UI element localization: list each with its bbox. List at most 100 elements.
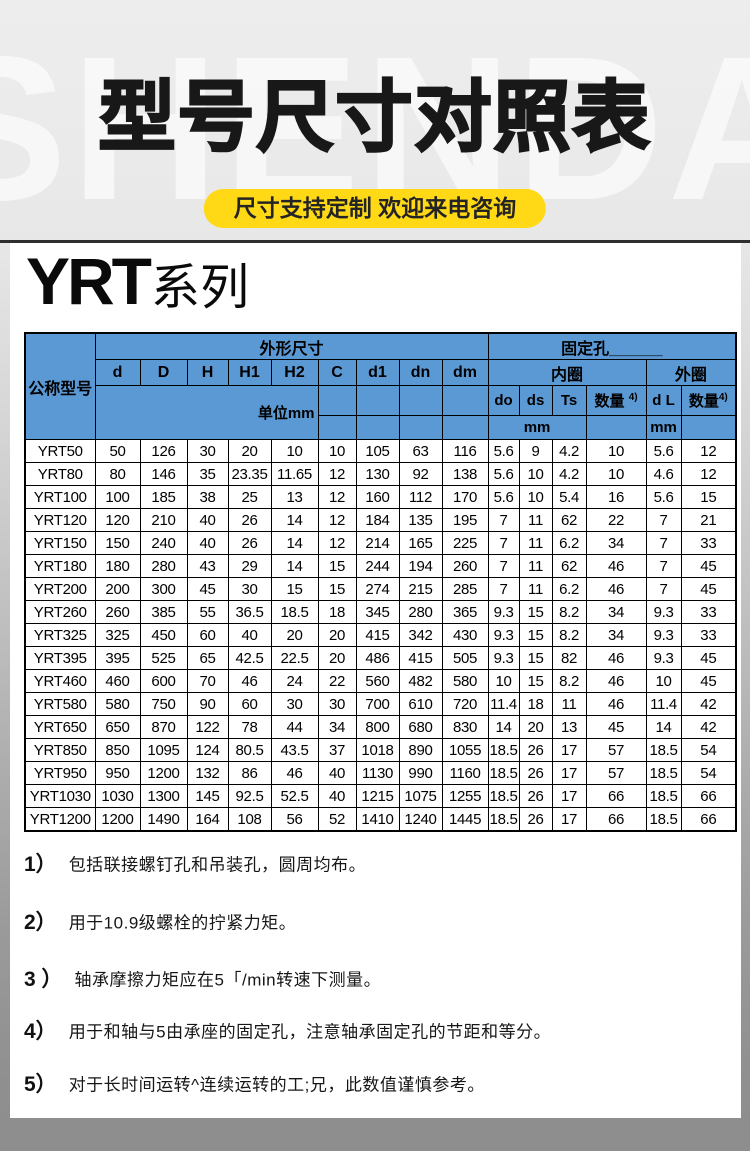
unit-note-cell: 单位mm	[94, 385, 319, 440]
model-cell: YRT395	[24, 646, 96, 670]
table-row: YRT200 200 300 45 30 15 15 274 215 285 7 11 6.2 46 7 45	[24, 577, 737, 601]
footnote-number: 5）	[24, 1073, 57, 1096]
value-cell: 460	[94, 669, 141, 693]
value-cell: 4.6	[645, 462, 682, 486]
footnote-4: 4） 用于和轴与5由承座的固定孔，注意轴承固定孔的节距和等分。	[24, 1015, 724, 1045]
table-row: YRT180 180 280 43 29 14 15 244 194 260 7 11 62 46 7 45	[24, 554, 737, 578]
value-cell: 82	[551, 646, 587, 670]
model-cell: YRT80	[24, 462, 96, 486]
value-cell: 124	[186, 738, 229, 762]
value-cell: 11	[518, 554, 553, 578]
value-cell: 18.5	[645, 807, 682, 832]
value-cell: 215	[398, 577, 443, 601]
panel-top-divider	[0, 240, 750, 243]
value-cell: 1410	[355, 807, 400, 832]
value-cell: 160	[355, 485, 400, 509]
value-cell: 9.3	[487, 623, 520, 647]
table-row: YRT150 150 240 40 26 14 12 214 165 225 7 11 6.2 34 7 33	[24, 531, 737, 555]
footnote-text: 对于长时间运转^连续运转的工;兄，此数值谨慎参考。	[68, 1075, 485, 1095]
col-header-d1: d1	[355, 359, 400, 386]
value-cell: 26	[518, 738, 553, 762]
footnote-number: 4）	[24, 1020, 57, 1043]
content-panel: YRT系列 公称型号 外形尺寸 固定孔______ d D H H1	[10, 243, 741, 1118]
value-cell: 1018	[355, 738, 400, 762]
value-cell: 18.5	[487, 761, 520, 785]
value-cell: 15	[518, 646, 553, 670]
model-cell: YRT580	[24, 692, 96, 716]
col-header-Ts: Ts	[551, 385, 587, 416]
footnote-number: 1）	[24, 853, 57, 876]
empty-cell	[355, 385, 400, 416]
value-cell: 10	[317, 439, 357, 463]
model-cell: YRT325	[24, 623, 96, 647]
value-cell: 122	[186, 715, 229, 739]
value-cell: 244	[355, 554, 400, 578]
value-cell: 44	[270, 715, 319, 739]
value-cell: 20	[227, 439, 272, 463]
value-cell: 5.4	[551, 485, 587, 509]
value-cell: 13	[551, 715, 587, 739]
value-cell: 9.3	[645, 646, 682, 670]
value-cell: 18	[518, 692, 553, 716]
col-header-qty-outer: 数量4)	[680, 385, 737, 416]
value-cell: 17	[551, 761, 587, 785]
value-cell: 33	[680, 600, 737, 624]
value-cell: 385	[139, 600, 188, 624]
value-cell: 126	[139, 439, 188, 463]
value-cell: 720	[441, 692, 489, 716]
value-cell: 345	[355, 600, 400, 624]
value-cell: 990	[398, 761, 443, 785]
value-cell: 11.4	[645, 692, 682, 716]
model-cell: YRT100	[24, 485, 96, 509]
value-cell: 7	[645, 577, 682, 601]
value-cell: 6.2	[551, 577, 587, 601]
value-cell: 850	[94, 738, 141, 762]
footnote-text: 用于和轴与5由承座的固定孔，注意轴承固定孔的节距和等分。	[68, 1022, 552, 1042]
value-cell: 37	[317, 738, 357, 762]
value-cell: 1490	[139, 807, 188, 832]
value-cell: 34	[585, 600, 647, 624]
value-cell: 14	[487, 715, 520, 739]
value-cell: 42	[680, 692, 737, 716]
value-cell: 14	[645, 715, 682, 739]
value-cell: 11	[551, 692, 587, 716]
value-cell: 18	[317, 600, 357, 624]
value-cell: 10	[585, 462, 647, 486]
value-cell: 225	[441, 531, 489, 555]
value-cell: 135	[398, 508, 443, 532]
value-cell: 65	[186, 646, 229, 670]
value-cell: 5.6	[487, 439, 520, 463]
value-cell: 57	[585, 738, 647, 762]
value-cell: 1095	[139, 738, 188, 762]
footnote-ref-4: 4)	[628, 392, 638, 403]
value-cell: 40	[317, 784, 357, 808]
value-cell: 800	[355, 715, 400, 739]
value-cell: 184	[355, 508, 400, 532]
value-cell: 12	[317, 508, 357, 532]
value-cell: 180	[94, 554, 141, 578]
table-row: YRT50 50 126 30 20 10 10 105 63 116 5.6 9 4.2 10 5.6 12	[24, 439, 737, 463]
value-cell: 1130	[355, 761, 400, 785]
footnote-5: 5） 对于长时间运转^连续运转的工;兄，此数值谨慎参考。	[24, 1068, 724, 1098]
value-cell: 505	[441, 646, 489, 670]
value-cell: 580	[94, 692, 141, 716]
value-cell: 1200	[94, 807, 141, 832]
spec-table-header: 公称型号 外形尺寸 固定孔______ d D H H1 H2 C d1 dn …	[24, 332, 737, 440]
value-cell: 18.5	[645, 738, 682, 762]
value-cell: 1160	[441, 761, 489, 785]
value-cell: 10	[270, 439, 319, 463]
value-cell: 1445	[441, 807, 489, 832]
value-cell: 185	[139, 485, 188, 509]
value-cell: 18.5	[487, 784, 520, 808]
value-cell: 8.2	[551, 623, 587, 647]
value-cell: 18.5	[270, 600, 319, 624]
table-row: YRT120 120 210 40 26 14 12 184 135 195 7 11 62 22 7 21	[24, 508, 737, 532]
value-cell: 22.5	[270, 646, 319, 670]
inner-mm-unit-cell: mm	[487, 415, 587, 440]
value-cell: 12	[680, 439, 737, 463]
model-cell: YRT950	[24, 761, 96, 785]
series-name-cjk: 系列	[151, 261, 250, 315]
value-cell: 15	[317, 554, 357, 578]
spec-table-body: YRT50 50 126 30 20 10 10 105 63 116 5.6 9 4.2 10 5.6 12…	[24, 439, 737, 832]
col-header-dm: dm	[441, 359, 489, 386]
